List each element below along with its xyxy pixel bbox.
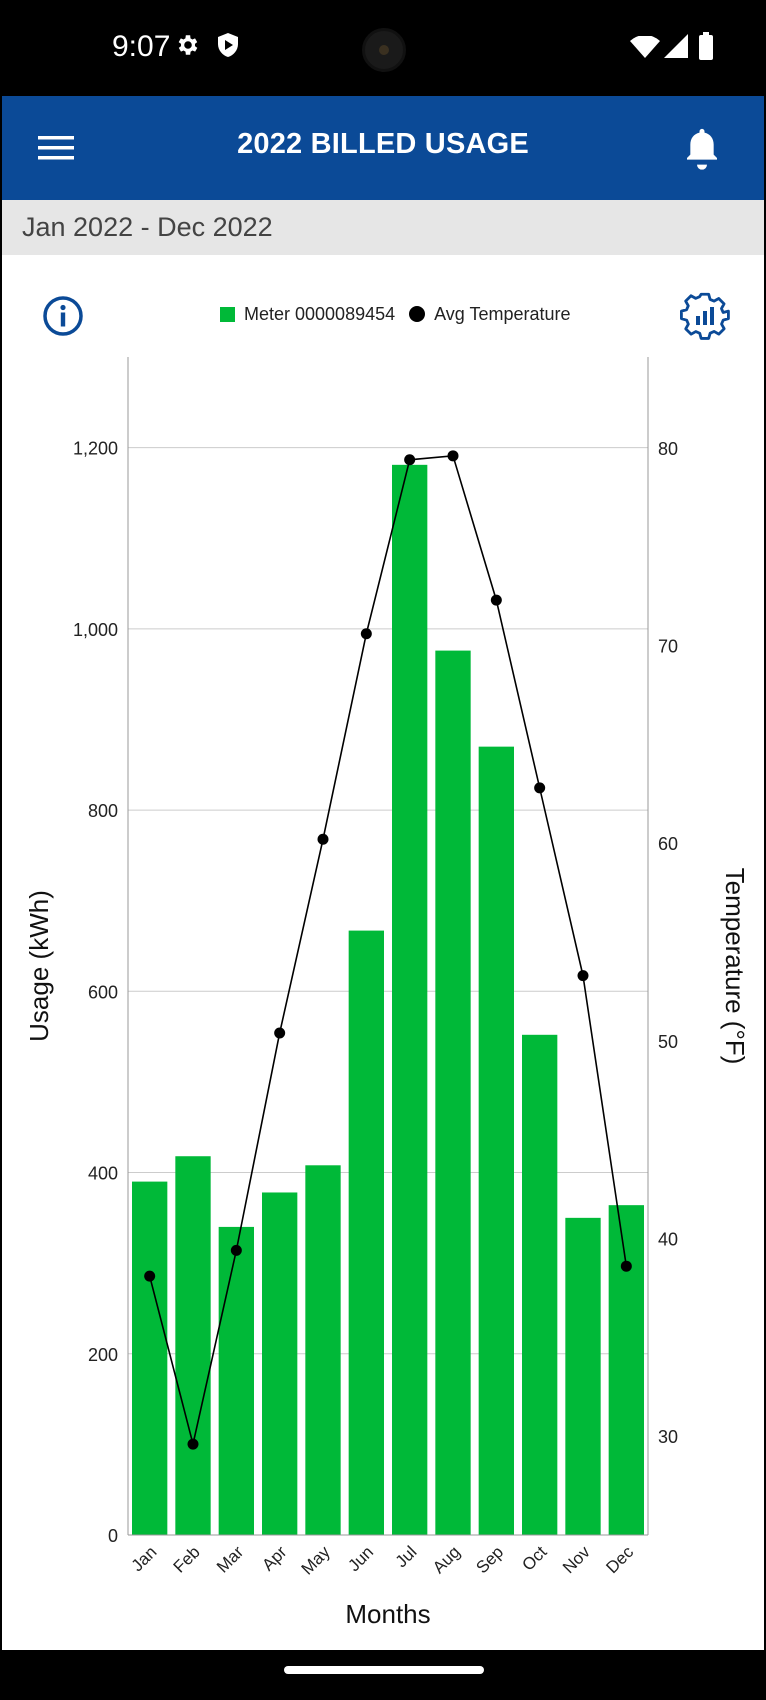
chart-settings-button[interactable]	[680, 290, 730, 340]
y2-tick-label: 50	[658, 1032, 678, 1052]
y-tick-label: 200	[88, 1345, 118, 1365]
x-tick-label: Jan	[128, 1542, 161, 1575]
bar-mar	[218, 1226, 254, 1535]
info-button[interactable]	[42, 295, 84, 337]
home-indicator[interactable]	[284, 1666, 484, 1674]
wifi-icon	[630, 35, 660, 63]
temperature-point-jun	[360, 628, 372, 640]
app-bar: 2022 BILLED USAGE	[2, 96, 764, 200]
y-tick-label: 1,000	[73, 620, 118, 640]
notifications-button[interactable]	[682, 126, 722, 170]
date-range-label: Jan 2022 - Dec 2022	[22, 212, 273, 242]
y2-tick-label: 70	[658, 637, 678, 657]
x-axis-title: Months	[345, 1599, 430, 1629]
x-tick-label: Nov	[559, 1542, 594, 1577]
x-tick-label: May	[298, 1542, 334, 1578]
y2-tick-label: 80	[658, 439, 678, 459]
x-tick-label: Feb	[170, 1542, 204, 1576]
y-tick-label: 800	[88, 801, 118, 821]
hamburger-menu-icon	[38, 136, 74, 160]
temperature-point-mar	[230, 1244, 242, 1256]
gear-chart-icon	[680, 292, 730, 340]
bar-aug	[435, 650, 471, 1535]
info-circle-icon	[43, 296, 83, 336]
bar-dec	[608, 1205, 644, 1535]
x-tick-label: Apr	[258, 1542, 290, 1574]
x-tick-label: Aug	[429, 1542, 464, 1577]
temperature-point-nov	[577, 970, 589, 982]
bar-jan	[132, 1181, 168, 1535]
bar-may	[305, 1165, 341, 1535]
y-axis-title: Usage (kWh)	[24, 890, 54, 1042]
legend-bar-swatch	[220, 306, 235, 322]
bar-apr	[262, 1192, 298, 1535]
cellular-signal-icon	[664, 34, 688, 63]
x-tick-label: Jul	[392, 1542, 421, 1571]
x-tick-label: Jun	[344, 1542, 377, 1575]
temperature-point-jul	[404, 454, 416, 466]
y2-tick-label: 30	[658, 1427, 678, 1447]
settings-gear-icon	[175, 32, 201, 63]
temperature-point-aug	[447, 450, 459, 462]
bar-jul	[392, 464, 428, 1536]
page-title: 2022 BILLED USAGE	[237, 128, 529, 160]
bar-sep	[478, 746, 514, 1535]
x-tick-label: Oct	[518, 1542, 550, 1574]
usage-chart: 0 200 400 600 800 1,000 1,200 30 40 50 60 70 80 Jan Fe…	[24, 357, 750, 1629]
legend-dot-swatch	[409, 306, 426, 322]
bell-icon	[687, 128, 717, 170]
x-tick-label: Dec	[602, 1542, 637, 1577]
bar-nov	[565, 1217, 601, 1535]
y-tick-label: 400	[88, 1164, 118, 1184]
y-tick-label: 600	[88, 982, 118, 1002]
temperature-point-may	[317, 833, 329, 845]
legend-meter-label: Meter 0000089454	[244, 303, 396, 324]
battery-icon	[698, 32, 714, 65]
status-time: 9:07	[112, 30, 171, 63]
date-range-bar: Jan 2022 - Dec 2022	[2, 200, 764, 255]
front-camera	[362, 28, 406, 72]
temperature-point-dec	[620, 1260, 632, 1272]
x-tick-label: Mar	[213, 1542, 247, 1576]
x-tick-label: Sep	[472, 1542, 507, 1577]
y-tick-label: 1,200	[73, 439, 118, 459]
bar-oct	[522, 1034, 558, 1535]
temperature-point-feb	[187, 1438, 199, 1450]
temperature-line	[148, 454, 628, 1445]
y2-tick-label: 40	[658, 1230, 678, 1250]
chart-legend: Meter 0000089454 Avg Temperature	[220, 302, 571, 326]
temperature-point-sep	[490, 594, 502, 606]
bar-feb	[175, 1156, 211, 1535]
bar-jun	[348, 930, 384, 1535]
y2-tick-label: 60	[658, 834, 678, 854]
status-bar: 9:07	[2, 0, 764, 96]
y2-axis-title: Temperature (°F)	[720, 868, 750, 1065]
menu-button[interactable]	[36, 130, 76, 166]
temperature-point-apr	[274, 1027, 286, 1039]
temperature-point-oct	[534, 782, 546, 794]
legend-temperature-label: Avg Temperature	[434, 303, 571, 324]
shield-icon	[216, 32, 240, 63]
temperature-point-jan	[144, 1270, 156, 1282]
y-tick-label: 0	[108, 1526, 118, 1546]
